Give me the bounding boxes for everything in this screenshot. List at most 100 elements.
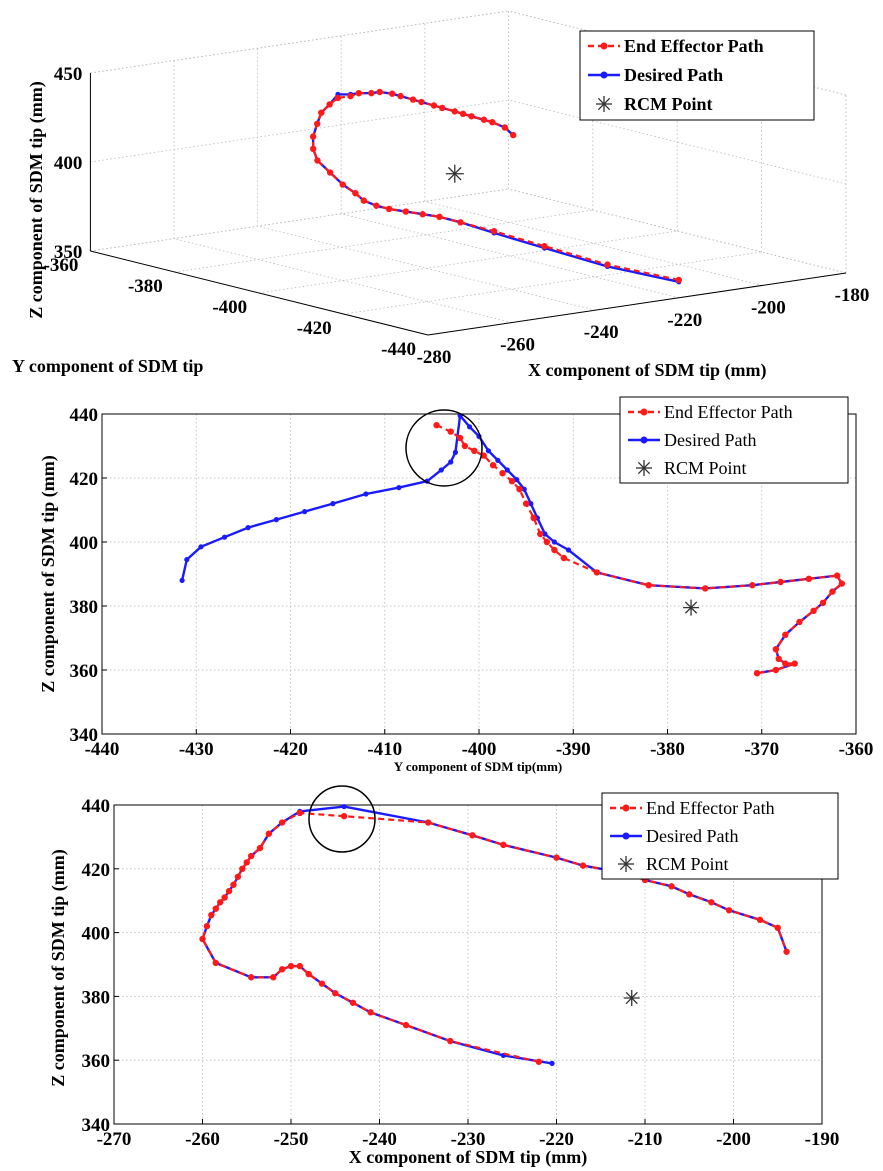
desired-path-marker <box>485 448 492 454</box>
end-effector-marker <box>278 819 286 826</box>
desired-path-marker <box>438 467 444 473</box>
rcm-point-stroke <box>447 166 462 181</box>
axes-frame <box>113 804 823 1125</box>
end-effector-marker <box>318 109 325 116</box>
end-effector-marker <box>326 169 334 176</box>
y-tick-label: 440 <box>70 405 99 426</box>
end-effector-marker <box>819 599 827 606</box>
x-tick-label: -180 <box>835 285 870 306</box>
end-effector-marker <box>203 923 211 930</box>
end-effector-marker <box>212 905 219 912</box>
end-effector-marker <box>221 894 228 901</box>
end-effector-marker <box>347 92 354 100</box>
y-tick-label: 400 <box>82 924 111 945</box>
z-axis-label: Z component of SDM tip (mm) <box>26 81 47 318</box>
y-axis-label: Y component of SDM tip <box>12 356 203 376</box>
end-effector-marker <box>838 580 846 587</box>
end-effector-marker <box>805 575 813 582</box>
end-effector-marker <box>309 145 317 153</box>
legend-marker <box>640 408 648 416</box>
end-effector-marker <box>199 935 206 943</box>
grid-line <box>90 188 509 252</box>
end-effector-marker <box>360 197 368 204</box>
end-effector-marker <box>522 500 530 507</box>
desired-path-marker <box>528 501 534 507</box>
y-tick-label: 340 <box>70 725 99 746</box>
end-effector-marker <box>668 883 675 890</box>
end-effector-marker <box>418 98 425 106</box>
x-tick-label: -360 <box>839 739 874 760</box>
x-tick-label: -410 <box>367 739 402 760</box>
end-effector-marker <box>791 660 798 667</box>
x-tick-label: -430 <box>179 739 214 760</box>
end-effector-marker <box>480 116 488 123</box>
end-effector-marker <box>332 990 339 997</box>
end-effector-marker <box>456 434 464 442</box>
tick-labels: -270 -260 -250 -240 -230 -220 -210 -200 -190 340 3… <box>82 796 840 1150</box>
desired-path-marker <box>341 803 347 810</box>
y-tick-label: -400 <box>212 297 247 318</box>
end-effector-marker <box>829 588 836 595</box>
x-axis-line <box>427 272 847 336</box>
end-effector-marker <box>501 124 509 131</box>
y-axis-label: Z component of SDM tip (mm) <box>38 455 59 692</box>
end-effector-marker <box>334 94 342 102</box>
desired-path-marker <box>330 501 336 507</box>
x-tick-label: -230 <box>451 1129 486 1150</box>
end-effector-marker <box>309 133 317 140</box>
desired-path-marker <box>521 486 527 492</box>
y-tick-label: 400 <box>70 533 99 554</box>
end-effector-marker <box>775 655 782 662</box>
end-effector-marker <box>389 90 396 97</box>
x-tick-label: -200 <box>751 297 786 318</box>
end-effector-marker <box>777 578 784 586</box>
x-tick-label: -220 <box>539 1129 574 1150</box>
rcm-point-marker <box>618 856 634 872</box>
end-effector-marker <box>604 261 611 268</box>
z-tick-label: 450 <box>54 64 83 85</box>
end-effector-marker <box>772 666 780 674</box>
end-effector-marker <box>541 243 548 250</box>
y-tick-label: 360 <box>82 1051 111 1072</box>
desired-path-marker <box>466 424 473 430</box>
end-effector-marker <box>355 90 362 97</box>
desired-path-marker <box>245 525 251 531</box>
legend: End Effector Path Desired Path RCM Point <box>601 792 839 880</box>
x-tick-label: -390 <box>556 739 591 760</box>
end-effector-marker <box>551 546 558 554</box>
end-effector-marker <box>243 859 250 866</box>
desired-path-marker <box>396 485 402 491</box>
end-effector-marker <box>217 899 224 906</box>
end-effector-marker <box>489 462 497 469</box>
x-tick-label: -190 <box>805 1129 840 1150</box>
legend-label: RCM Point <box>646 854 729 874</box>
end-effector-marker <box>212 959 219 967</box>
axes-frame <box>89 73 847 336</box>
legend-label: Desired Path <box>646 826 738 846</box>
end-effector-marker <box>367 1009 374 1016</box>
end-effector-marker <box>424 819 432 826</box>
end-effector-marker <box>430 102 438 109</box>
desired-path-marker <box>179 577 185 584</box>
end-effector-marker <box>447 428 454 435</box>
end-effector-marker <box>469 832 476 839</box>
plot-area <box>179 412 846 677</box>
x-tick-label: -260 <box>500 335 535 356</box>
end-effector-marker <box>749 582 756 589</box>
legend-label: Desired Path <box>624 65 723 85</box>
desired-path-marker <box>551 539 558 545</box>
end-effector-marker <box>439 104 446 112</box>
end-effector-line <box>311 90 680 282</box>
desired-path-marker <box>504 467 510 473</box>
plot-area <box>309 88 682 285</box>
z-tick-label: 350 <box>54 242 83 263</box>
desired-path-marker <box>549 1060 555 1066</box>
grid-line <box>343 251 762 315</box>
x-tick-label: -240 <box>362 1129 397 1150</box>
end-effector-marker <box>535 1058 542 1065</box>
end-effector-marker <box>225 887 233 895</box>
rcm-point-stroke <box>637 461 651 475</box>
chart-3d: -280 -260 -240 -220 -200 -180 -360 -380 -400 -420… <box>12 10 870 381</box>
axes-frame <box>101 413 857 735</box>
